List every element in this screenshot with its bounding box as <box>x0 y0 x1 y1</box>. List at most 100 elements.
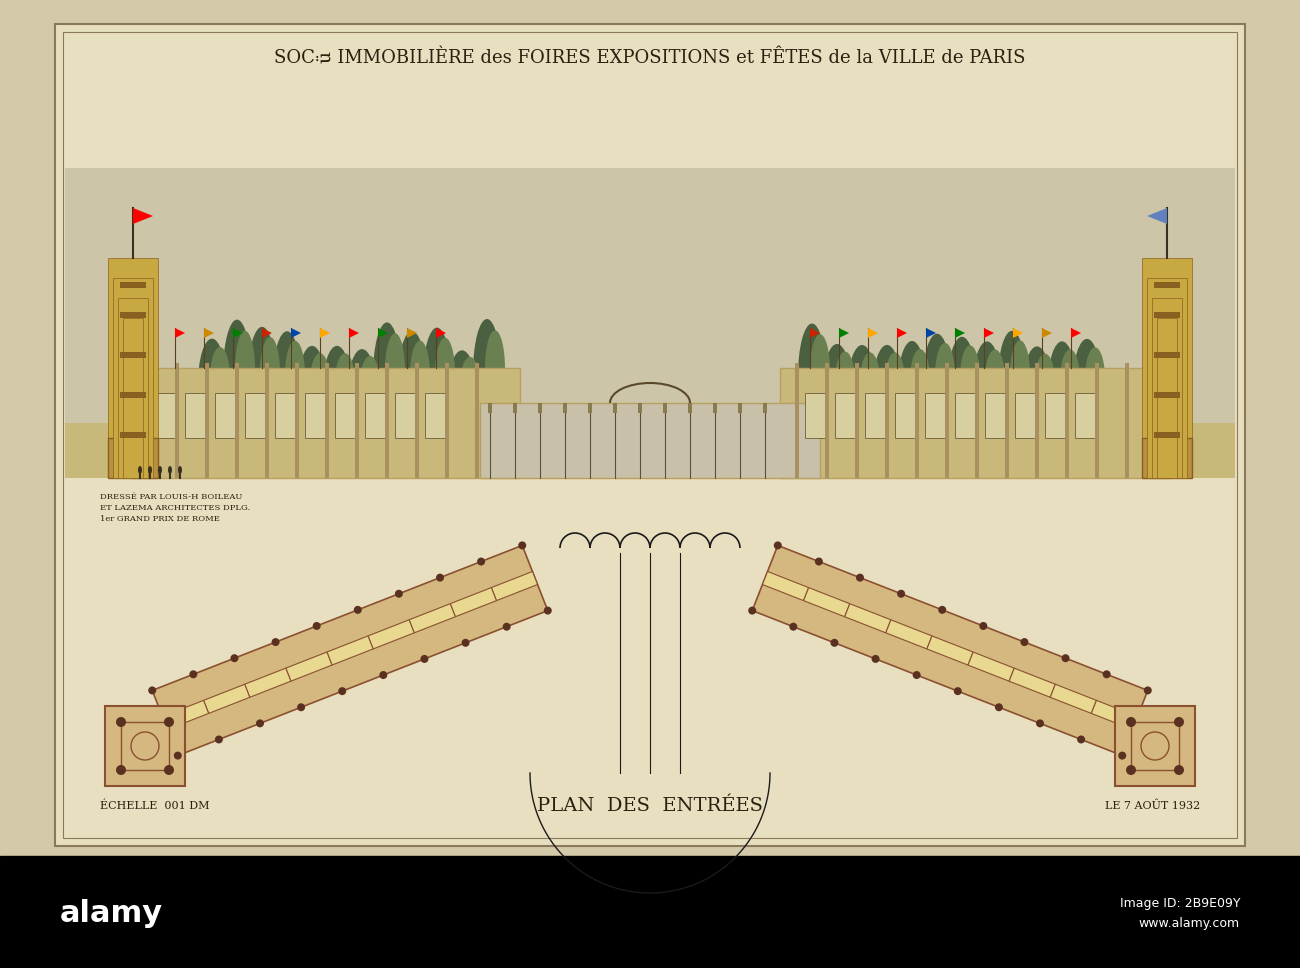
Circle shape <box>420 655 429 663</box>
Ellipse shape <box>298 346 326 428</box>
Bar <box>780 368 1170 478</box>
Bar <box>395 393 417 438</box>
Polygon shape <box>133 208 153 224</box>
Bar <box>355 363 359 478</box>
Bar <box>538 403 542 413</box>
Ellipse shape <box>861 352 880 410</box>
Bar <box>120 282 146 288</box>
Circle shape <box>1126 717 1136 727</box>
Ellipse shape <box>972 342 1001 428</box>
Bar <box>1115 706 1195 786</box>
Polygon shape <box>927 636 974 665</box>
Ellipse shape <box>159 466 162 474</box>
Circle shape <box>831 639 838 647</box>
Bar <box>385 363 389 478</box>
Polygon shape <box>152 545 547 756</box>
Circle shape <box>313 622 321 630</box>
Ellipse shape <box>959 346 980 409</box>
Ellipse shape <box>1010 341 1030 408</box>
Bar <box>1045 393 1067 438</box>
Bar <box>480 403 820 478</box>
Circle shape <box>503 622 511 631</box>
Circle shape <box>1126 765 1136 775</box>
Ellipse shape <box>211 348 230 409</box>
Polygon shape <box>897 328 907 338</box>
Ellipse shape <box>168 466 172 474</box>
Ellipse shape <box>1048 342 1076 428</box>
Circle shape <box>1020 638 1028 646</box>
Bar <box>1154 392 1180 398</box>
Polygon shape <box>1009 668 1056 697</box>
Circle shape <box>1174 717 1184 727</box>
Bar <box>1005 363 1009 478</box>
Polygon shape <box>410 604 455 633</box>
Bar <box>835 393 857 438</box>
Circle shape <box>164 717 174 727</box>
Ellipse shape <box>898 341 926 428</box>
Bar <box>1154 432 1180 438</box>
Circle shape <box>913 671 920 679</box>
Polygon shape <box>803 588 850 617</box>
Polygon shape <box>244 668 291 697</box>
Polygon shape <box>926 328 936 338</box>
Ellipse shape <box>473 319 500 428</box>
Bar <box>108 438 159 478</box>
Bar <box>945 363 949 478</box>
Bar <box>365 393 387 438</box>
Bar <box>1141 258 1192 478</box>
Circle shape <box>954 687 962 695</box>
Circle shape <box>1174 765 1184 775</box>
Polygon shape <box>753 545 1148 756</box>
Circle shape <box>1078 736 1086 743</box>
Ellipse shape <box>322 346 351 428</box>
Bar <box>855 363 859 478</box>
Ellipse shape <box>910 349 929 409</box>
Circle shape <box>979 622 987 630</box>
Ellipse shape <box>810 334 829 408</box>
Circle shape <box>815 558 823 565</box>
Circle shape <box>298 704 305 711</box>
Bar <box>638 403 642 413</box>
Polygon shape <box>1043 328 1052 338</box>
Bar <box>563 403 567 413</box>
Ellipse shape <box>798 323 826 428</box>
Bar <box>118 298 148 478</box>
Ellipse shape <box>410 341 430 408</box>
Ellipse shape <box>385 333 406 408</box>
Ellipse shape <box>448 350 476 428</box>
Circle shape <box>230 654 238 662</box>
Bar <box>130 368 520 478</box>
Circle shape <box>519 541 526 550</box>
Ellipse shape <box>335 353 355 410</box>
Ellipse shape <box>348 349 376 428</box>
Bar <box>975 363 979 478</box>
Bar <box>763 403 767 413</box>
Ellipse shape <box>848 345 876 428</box>
Bar <box>0 856 1300 968</box>
Polygon shape <box>1071 328 1082 338</box>
Bar <box>1154 282 1180 288</box>
Bar <box>1131 722 1179 770</box>
Text: Image ID: 2B9E09Y: Image ID: 2B9E09Y <box>1119 896 1240 910</box>
Circle shape <box>897 590 905 598</box>
Bar <box>120 312 146 318</box>
Bar <box>415 363 419 478</box>
Bar <box>1152 298 1182 478</box>
Bar <box>688 403 692 413</box>
Ellipse shape <box>874 345 901 428</box>
Polygon shape <box>320 328 330 338</box>
Circle shape <box>1062 654 1070 662</box>
Bar <box>1157 318 1176 478</box>
Circle shape <box>871 655 880 663</box>
Bar <box>176 363 179 478</box>
Bar <box>295 363 299 478</box>
Polygon shape <box>1013 328 1023 338</box>
Bar <box>445 363 448 478</box>
Circle shape <box>855 574 865 582</box>
Circle shape <box>1118 751 1126 760</box>
Ellipse shape <box>460 357 480 411</box>
Bar <box>265 363 269 478</box>
Bar <box>120 352 146 358</box>
Bar <box>805 393 827 438</box>
Polygon shape <box>491 571 538 600</box>
